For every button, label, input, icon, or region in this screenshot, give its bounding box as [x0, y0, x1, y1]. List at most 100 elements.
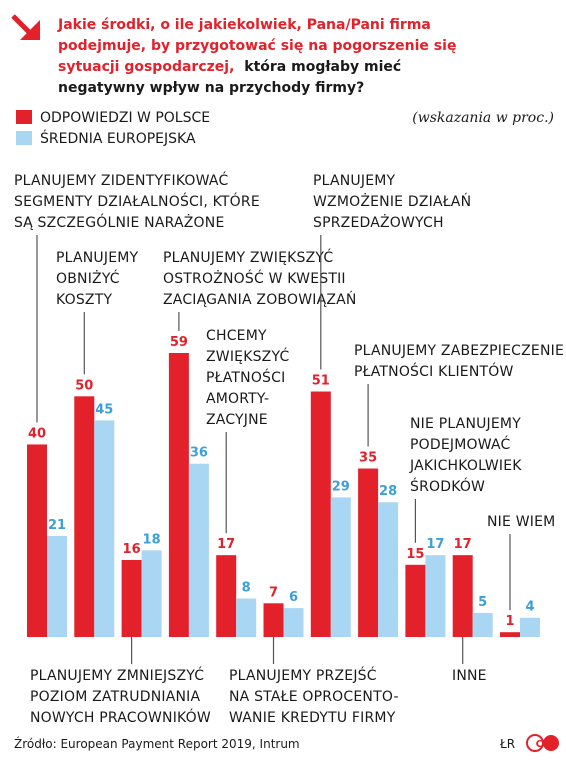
bar-europe-11 — [520, 617, 540, 637]
value-label-poland-6: 7 — [269, 585, 278, 600]
value-label-poland-3: 16 — [123, 542, 141, 557]
title-line-4: negatywny wpływ na przychody firmy? — [58, 80, 364, 96]
value-label-europe-7: 29 — [332, 479, 350, 494]
category-label-line: WANIE KREDYTU FIRMY — [229, 710, 396, 726]
bar-poland-4 — [168, 353, 189, 637]
publisher-logo-icon: CP — [526, 734, 559, 752]
category-label-line: SEGMENTY DZIAŁALNOŚCI, KTÓRE — [14, 192, 260, 210]
category-label-4: PLANUJEMY ZWIĘKSZYĆ OSTROŻNOŚĆ W KWESTII Z… — [163, 248, 357, 308]
category-label-line: PŁATNOŚCI — [206, 368, 285, 386]
bar-poland-1 — [27, 444, 47, 637]
category-label-8: PLANUJEMY ZABEZPIECZENIE PŁATNOŚCI KLIENT… — [354, 343, 564, 380]
bar-poland-8 — [358, 468, 379, 637]
title-line-3: sytuacji gospodarczej, która mogłaby mie… — [58, 59, 401, 75]
category-label-line: ZACIĄGANIA ZOBOWIĄZAŃ — [163, 290, 357, 308]
category-label-line: PLANUJEMY ZMNIEJSZYĆ — [30, 666, 204, 684]
category-label-3: PLANUJEMY ZMNIEJSZYĆ POZIOM ZATRUDNIANIA N… — [30, 666, 211, 726]
category-label-line: PLANUJEMY ZABEZPIECZENIE — [354, 343, 564, 359]
category-label-9: NIE PLANUJEMY PODEJMOWAĆ JAKICHKOLWIEK ŚROD… — [409, 416, 522, 495]
value-label-europe-5: 8 — [242, 580, 251, 595]
category-label-10: INNE — [452, 668, 487, 684]
category-label-line: NA STAŁE OPROCENTO- — [229, 689, 399, 705]
bar-poland-9 — [405, 564, 426, 637]
category-label-line: ZWIĘKSZYĆ — [206, 347, 289, 365]
category-label-line: ZACYJNE — [206, 412, 268, 428]
bar-europe-4 — [188, 463, 209, 637]
category-label-line: KOSZTY — [56, 292, 112, 308]
value-label-poland-4: 59 — [170, 335, 188, 350]
category-label-line: OSTROŻNOŚĆ W KWESTII — [163, 269, 346, 287]
category-label-7: PLANUJEMY WZMOŻENIE DZIAŁAŃ SPRZEDAŻOWYCH — [313, 173, 471, 231]
category-label-line: SPRZEDAŻOWYCH — [313, 213, 444, 231]
category-label-line: PLANUJEMY ZIDENTYFIKOWAĆ — [14, 171, 228, 189]
legend-swatch-europe — [16, 131, 32, 145]
value-label-europe-8: 28 — [379, 484, 397, 499]
category-label-line: PŁATNOŚCI KLIENTÓW — [354, 362, 514, 380]
title-line-3-dark: która mogłaby mieć — [244, 59, 401, 75]
category-label-line: POZIOM ZATRUDNIANIA — [30, 689, 200, 705]
bar-europe-8 — [378, 502, 399, 637]
value-label-europe-3: 18 — [143, 532, 161, 547]
bar-europe-2 — [94, 420, 115, 637]
value-label-poland-7: 51 — [312, 374, 330, 389]
unit-note: (wskazania w proc.) — [412, 110, 554, 126]
bar-poland-7 — [310, 391, 331, 637]
category-label-line: PLANUJEMY ZWIĘKSZYĆ — [163, 248, 333, 266]
category-label-line: JAKICHKOLWIEK — [409, 458, 522, 474]
corner-arrow-icon — [11, 14, 40, 40]
bar-europe-9 — [425, 555, 446, 637]
value-label-poland-2: 50 — [75, 378, 93, 393]
bar-poland-3 — [121, 559, 142, 637]
value-label-poland-8: 35 — [359, 451, 377, 466]
category-label-2: PLANUJEMY OBNIŻYĆ KOSZTY — [56, 250, 139, 308]
category-label-6: PLANUJEMY PRZEJŚĆ NA STAŁE OPROCENTO- WANI… — [229, 666, 399, 726]
category-label-line: INNE — [452, 668, 487, 684]
value-label-poland-10: 17 — [454, 537, 472, 552]
legend-swatch-poland — [16, 110, 32, 124]
value-label-poland-5: 17 — [217, 537, 235, 552]
category-label-line: SĄ SZCZEGÓLNIE NARAŻONE — [14, 213, 225, 231]
bar-poland-5 — [216, 555, 237, 637]
bar-poland-11 — [500, 632, 520, 637]
category-label-line: CHCEMY — [206, 328, 267, 344]
value-label-europe-11: 4 — [525, 600, 534, 615]
value-label-europe-2: 45 — [95, 402, 113, 417]
value-label-poland-11: 1 — [505, 614, 514, 629]
category-label-line: PLANUJEMY — [313, 173, 396, 189]
category-label-1: PLANUJEMY ZIDENTYFIKOWAĆ SEGMENTY DZIAŁAL… — [14, 171, 260, 231]
category-label-line: NIE WIEM — [487, 514, 555, 530]
category-label-11: NIE WIEM — [487, 514, 555, 530]
category-label-line: NOWYCH PRACOWNIKÓW — [30, 708, 211, 726]
title-line-1: Jakie środki, o ile jakiekolwiek, Pana/P… — [57, 17, 431, 33]
value-label-europe-9: 17 — [426, 537, 444, 552]
bar-europe-7 — [330, 497, 351, 637]
bar-poland-10 — [452, 555, 473, 637]
value-label-poland-1: 40 — [28, 426, 46, 441]
category-label-line: PLANUJEMY — [56, 250, 139, 266]
source-note: Źródło: European Payment Report 2019, In… — [14, 736, 300, 751]
category-label-5: CHCEMY ZWIĘKSZYĆ PŁATNOŚCI AMORTY- ZACYJNE — [206, 328, 289, 428]
category-label-line: NIE PLANUJEMY — [410, 416, 521, 432]
bar-poland-2 — [74, 396, 95, 637]
legend-label-poland: ODPOWIEDZI W POLSCE — [40, 110, 210, 126]
value-label-poland-9: 15 — [406, 547, 424, 562]
category-label-line: PODEJMOWAĆ — [410, 435, 511, 453]
value-label-europe-6: 6 — [289, 590, 298, 605]
category-label-line: ŚRODKÓW — [410, 477, 485, 495]
value-label-europe-10: 5 — [478, 595, 487, 610]
legend-label-europe: ŚREDNIA EUROPEJSKA — [40, 129, 196, 147]
bar-europe-10 — [472, 612, 493, 637]
bar-europe-6 — [283, 608, 304, 637]
legend: ODPOWIEDZI W POLSCE ŚREDNIA EUROPEJSKA — [16, 110, 210, 147]
value-label-europe-4: 36 — [190, 446, 208, 461]
publisher-logo-text: CP — [536, 739, 551, 750]
bar-europe-1 — [47, 535, 67, 637]
bar-europe-3 — [141, 550, 162, 637]
bar-europe-5 — [236, 598, 257, 637]
bar-poland-6 — [263, 603, 284, 637]
value-label-europe-1: 21 — [48, 518, 66, 533]
category-labels-layer: PLANUJEMY ZIDENTYFIKOWAĆ SEGMENTY DZIAŁAL… — [14, 171, 564, 726]
category-label-line: PLANUJEMY PRZEJŚĆ — [229, 666, 377, 684]
